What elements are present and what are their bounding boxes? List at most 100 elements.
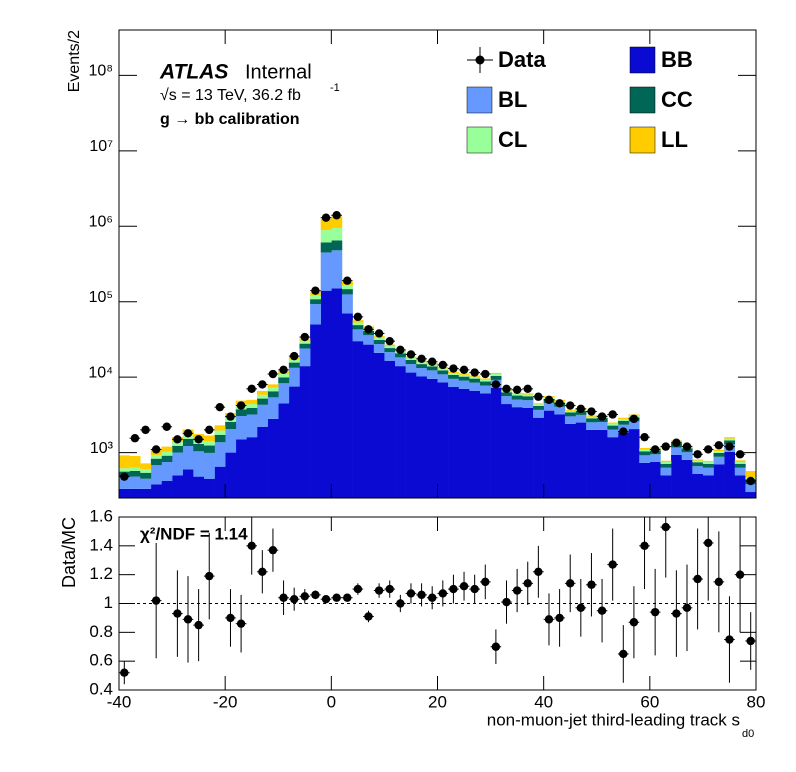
stack-segment <box>596 422 608 430</box>
stack-segment <box>533 403 544 405</box>
data-point <box>672 438 681 447</box>
stack-segment <box>490 374 502 376</box>
lumi-exponent: -1 <box>330 82 340 94</box>
ratio-point <box>576 603 586 613</box>
data-point <box>608 410 617 419</box>
stack-segment <box>140 488 152 498</box>
stack-segment <box>607 422 619 424</box>
stack-segment <box>469 390 481 498</box>
stack-segment <box>331 250 343 289</box>
data-point <box>470 368 479 377</box>
axes: 10³ 10⁴ 10⁵ 10⁶ 10⁷ 10⁸ 0.4 0.6 0.8 1 1.2 1.4 1.6 -40… <box>88 30 765 711</box>
stack-segment <box>617 432 629 498</box>
ratio-point <box>566 579 575 588</box>
ratio-point <box>353 584 363 594</box>
y-tick-label: 1.2 <box>89 564 113 583</box>
x-tick-label: -40 <box>107 692 132 711</box>
stack-segment <box>702 460 714 463</box>
atlas-status: Internal <box>245 61 312 83</box>
stack-segment <box>203 478 215 498</box>
data-point <box>183 429 193 438</box>
ratio-point <box>406 589 416 598</box>
ratio-point <box>481 577 490 587</box>
stack-segment <box>649 462 661 498</box>
data-point <box>226 412 235 421</box>
stack-segment <box>140 478 152 489</box>
y-axis-title: Events/2 <box>66 30 83 92</box>
ratio-point <box>120 668 129 677</box>
stack-segment <box>660 475 672 498</box>
data-point <box>629 414 639 424</box>
stack-segment <box>543 402 555 411</box>
ratio-point <box>396 599 405 608</box>
ratio-point <box>746 636 755 646</box>
stack-segment <box>713 449 725 452</box>
data-point <box>704 445 713 454</box>
y-tick-label: 10⁶ <box>89 214 113 231</box>
legend-swatch <box>466 126 493 154</box>
stack-segment <box>172 442 183 446</box>
y-tick-label: 10⁵ <box>89 289 113 306</box>
ratio-point <box>438 589 448 598</box>
stack-segment <box>278 374 290 378</box>
data-point <box>364 325 373 334</box>
y-tick-label: 1.4 <box>89 535 113 554</box>
chi2-label: χ²/NDF = 1.14 <box>140 524 248 543</box>
stack-segment <box>129 488 141 498</box>
stack-segment <box>246 399 258 405</box>
stack-segment <box>172 445 183 453</box>
stack-segment <box>501 404 513 498</box>
data-point <box>343 276 352 285</box>
stack-segment <box>267 384 279 388</box>
data-point <box>120 472 129 481</box>
data-point <box>311 286 320 295</box>
data-point <box>512 385 522 394</box>
stack-segment <box>193 476 205 498</box>
stack-segment <box>522 394 534 397</box>
data-point <box>385 336 394 346</box>
stack-segment <box>225 452 237 498</box>
stack-segment <box>437 370 449 375</box>
stack-segment <box>235 439 247 498</box>
ratio-point <box>226 613 235 623</box>
data-point <box>693 450 702 459</box>
data-point <box>279 365 288 375</box>
data-point <box>215 402 225 412</box>
ratio-point <box>427 593 437 602</box>
stack-segment <box>299 366 311 498</box>
stack-segment <box>490 375 502 380</box>
stack-segment <box>341 294 353 314</box>
legend: Data BB BL CC CL LL <box>466 46 693 154</box>
stack-segment <box>671 447 682 455</box>
stack-segment <box>119 468 130 472</box>
stack-segment <box>734 463 746 468</box>
stack-segment <box>713 464 725 498</box>
stack-segment <box>405 372 417 498</box>
stack-segment <box>469 376 481 379</box>
stack-segment <box>607 437 619 498</box>
stack-segment <box>713 452 725 457</box>
stack-segment <box>341 289 353 295</box>
stack-segment <box>617 418 629 421</box>
data-point <box>427 357 437 366</box>
stack-segment <box>257 390 268 395</box>
ratio-point <box>534 567 543 576</box>
ratio-point <box>512 586 522 595</box>
stack-segment <box>437 368 449 371</box>
stack-segment <box>299 343 311 349</box>
data-point <box>555 399 564 408</box>
stack-segment <box>395 366 406 498</box>
data-point <box>130 434 140 443</box>
ratio-point <box>300 592 309 601</box>
stack-segment <box>702 463 714 468</box>
data-point <box>247 384 256 394</box>
stack-segment <box>278 403 290 498</box>
stack-segment <box>352 325 364 330</box>
ratio-point <box>491 642 501 651</box>
y-tick-label: 0.4 <box>89 679 113 698</box>
stack-segment <box>617 417 629 419</box>
stack-segment <box>320 242 332 253</box>
y-tick-label: 1 <box>104 593 113 612</box>
ratio-point <box>194 620 203 630</box>
y-tick-label: 0.6 <box>89 651 113 670</box>
